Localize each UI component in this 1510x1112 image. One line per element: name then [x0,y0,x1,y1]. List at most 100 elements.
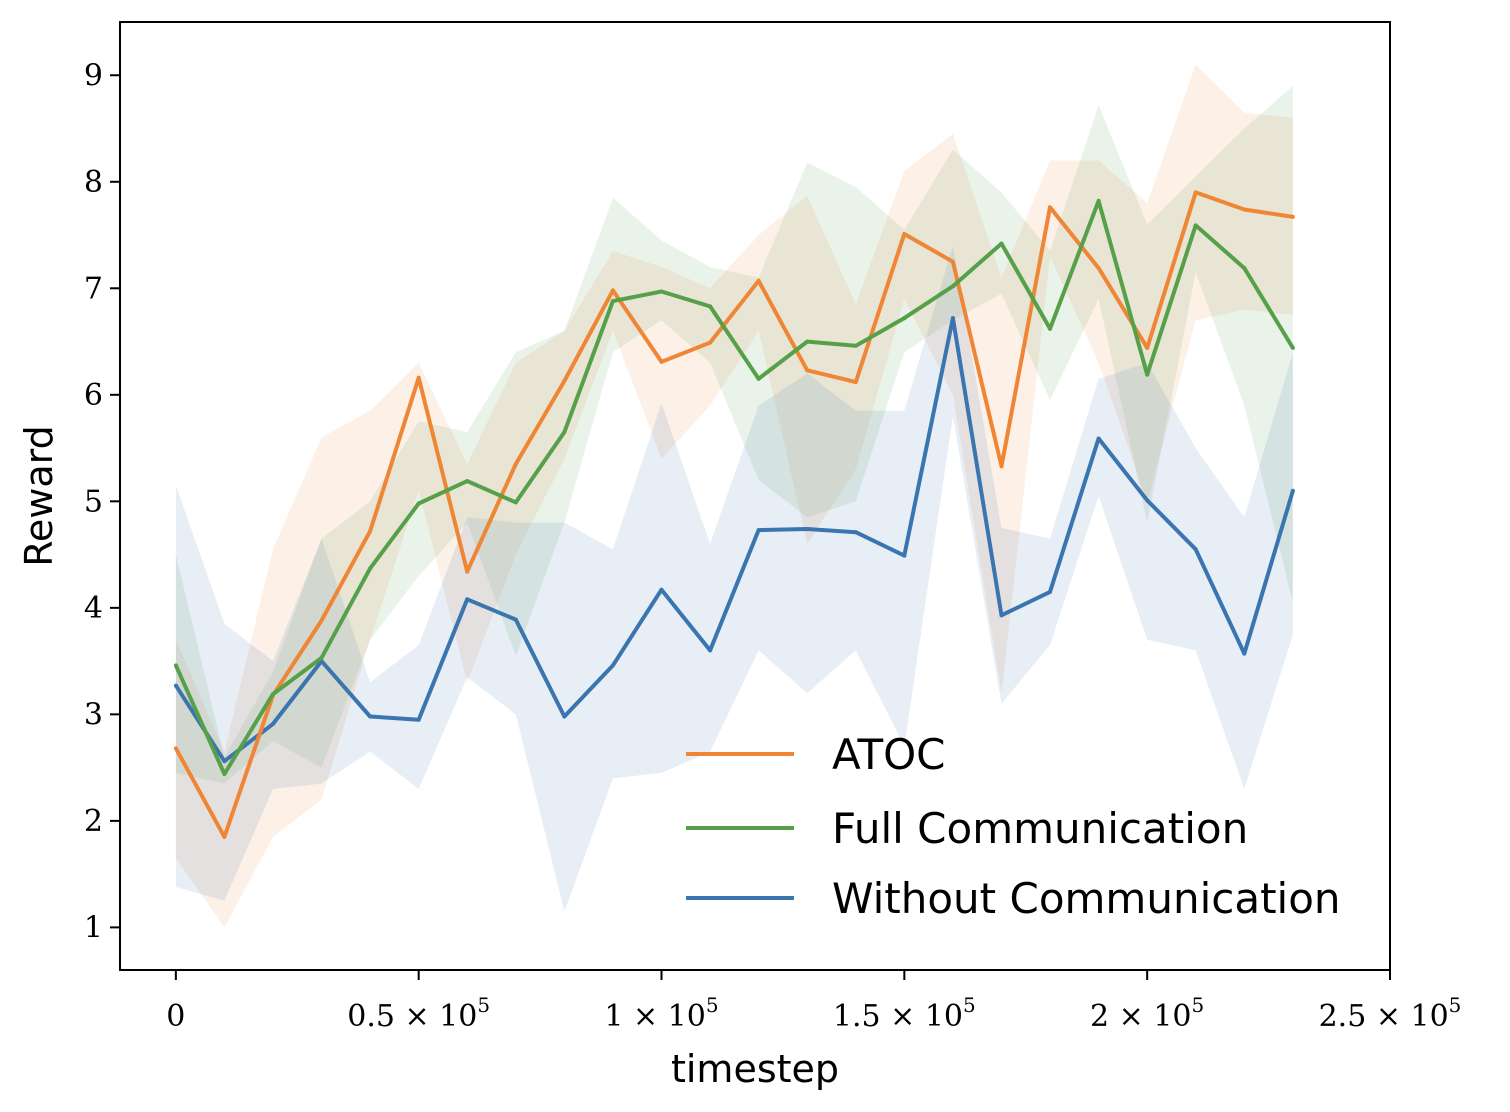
data-point [416,717,421,722]
data-point [805,368,810,373]
band-series-2 [175,245,1293,912]
data-point [853,343,858,348]
series-line-0 [174,190,1294,839]
data-point [513,500,518,505]
y-tick-label: 7 [84,271,103,306]
data-point [1290,488,1295,493]
data-point [853,380,858,384]
data-point [173,683,178,688]
data-point [902,553,907,558]
y-tick-label: 6 [84,378,103,413]
y-tick-label: 1 [84,910,103,945]
data-point [513,617,518,622]
x-tick-label: 2.5 × 105 [1319,993,1462,1034]
legend: ATOC Full Communication Without Communicat… [686,730,1341,923]
y-tick-label: 4 [84,591,103,626]
data-point [999,241,1004,246]
data-point [271,692,275,697]
data-point [610,663,615,668]
data-point [222,834,227,839]
data-point [1242,266,1247,271]
data-point [708,304,713,309]
data-point [222,759,227,764]
data-point [659,289,664,294]
data-point [562,379,567,383]
data-point [173,663,178,668]
band-series-1 [175,85,1293,784]
y-tick-label: 9 [84,58,103,93]
y-tick-label: 8 [84,165,103,200]
bands-layer [175,64,1293,928]
series-line-2 [174,316,1295,764]
y-tick-label: 3 [84,697,103,732]
data-point [416,375,421,380]
series-line-1 [174,198,1295,776]
legend-label: Full Communication [832,804,1248,853]
data-point [319,655,324,660]
data-point [562,714,567,719]
x-tick-label: 1 × 105 [604,993,718,1034]
y-tick-label: 2 [84,804,103,839]
data-point [805,339,810,344]
data-point [1145,372,1150,377]
data-point [902,316,907,321]
data-point [950,316,955,321]
data-point [1290,214,1295,219]
data-point [271,721,275,726]
data-point [1193,190,1198,195]
x-axis: 0 0.5 × 105 1 × 105 1.5 × 105 2 × 105 2.5 × 1… [166,970,1461,1034]
data-point [659,359,664,364]
data-point [659,587,664,592]
data-point [756,376,761,381]
x-tick-label: 0.5 × 105 [347,993,490,1034]
data-point [1048,589,1052,594]
data-point [368,566,373,571]
data-point [805,527,810,531]
data-point [1242,207,1247,212]
data-point [610,299,615,304]
x-tick-label: 0 [166,999,185,1034]
data-point [1193,547,1198,552]
data-point [1193,223,1198,228]
data-point [465,569,470,574]
data-point [950,259,955,264]
y-axis-label: Reward [17,425,61,567]
data-point [368,529,373,534]
data-point [513,462,518,466]
data-point [1048,205,1052,210]
data-point [1242,651,1247,656]
legend-label: ATOC [832,730,946,779]
data-point [222,772,227,776]
data-point [1290,345,1295,350]
data-point [999,613,1004,618]
data-point [708,340,713,345]
x-tick-label: 2 × 105 [1090,993,1204,1034]
data-point [368,714,373,719]
legend-label: Without Communication [832,874,1341,923]
data-point [1048,326,1052,331]
data-point [610,288,615,293]
lines-layer [173,190,1295,839]
data-point [708,648,713,653]
data-point [1096,266,1101,271]
plot-frame [119,21,1391,971]
data-point [416,501,421,506]
data-point [1145,345,1150,350]
y-tick-label: 5 [84,484,103,519]
data-point [853,530,858,535]
data-point [562,430,567,435]
data-point [902,232,907,236]
data-point [319,618,324,623]
y-axis: 1 2 3 4 5 6 7 8 9 [84,58,120,945]
band-series-0 [175,64,1293,928]
data-point [756,528,761,533]
x-axis-label: timestep [671,1047,839,1091]
x-tick-label: 1.5 × 105 [833,993,976,1034]
data-point [999,464,1004,469]
data-point [173,746,178,751]
data-point [756,278,761,283]
data-point [465,479,470,484]
data-point [1096,436,1101,441]
data-point [1096,198,1101,203]
